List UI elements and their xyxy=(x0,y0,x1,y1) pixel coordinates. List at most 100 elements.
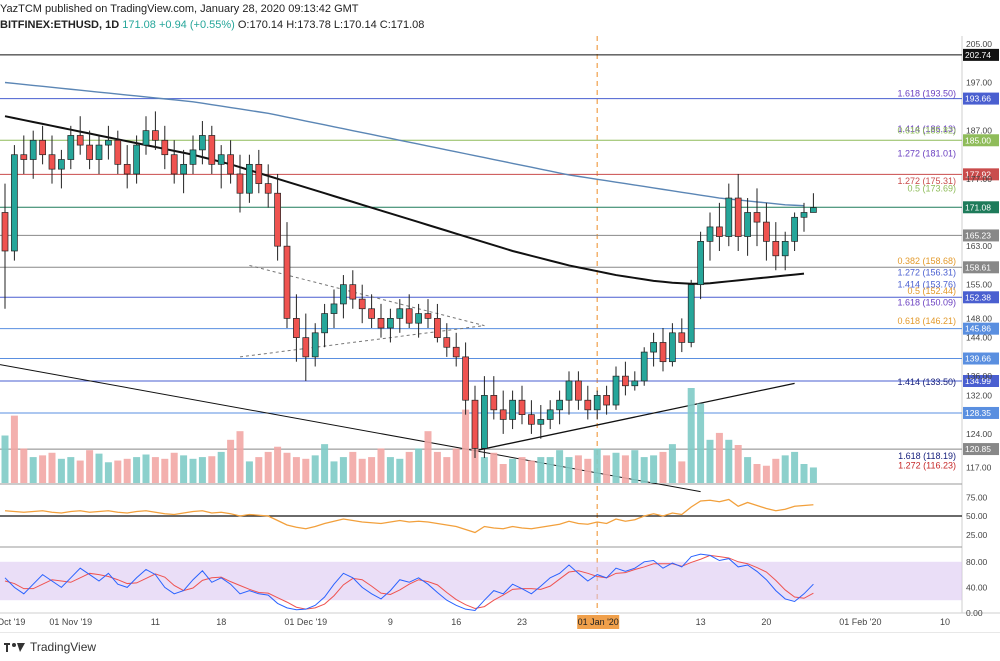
volume-bar-10 xyxy=(95,453,103,483)
time-label-7: 23 xyxy=(517,617,527,627)
stoch-fast-line xyxy=(4,553,814,611)
level-tag-text-9: 139.66 xyxy=(965,354,991,364)
time-label-1: 01 Nov '19 xyxy=(49,617,92,627)
time-label-4: 01 Dec '19 xyxy=(284,617,327,627)
stoch-tick-1: 40.00 xyxy=(966,582,988,592)
volume-bar-22 xyxy=(208,456,216,483)
volume-bar-21 xyxy=(198,457,206,483)
volume-bar-81 xyxy=(762,465,770,483)
candle-body-68 xyxy=(640,351,648,382)
price-tick-2: 187.00 xyxy=(966,126,992,136)
volume-bar-35 xyxy=(330,461,338,483)
level-tag-text-12: 120.85 xyxy=(965,444,991,454)
candle-body-45 xyxy=(424,313,432,319)
volume-bar-29 xyxy=(274,446,282,483)
volume-bar-14 xyxy=(133,457,141,483)
volume-bar-60 xyxy=(565,457,573,483)
symbol-name: BITFINEX:ETHUSD, 1D xyxy=(0,19,120,31)
volume-bar-47 xyxy=(443,457,451,483)
candle-body-58 xyxy=(546,409,554,420)
volume-bar-11 xyxy=(104,462,112,483)
candle-body-75 xyxy=(706,226,714,242)
candle-body-0 xyxy=(1,212,9,252)
volume-bar-77 xyxy=(725,439,733,483)
volume-bar-41 xyxy=(386,457,394,483)
volume-bar-17 xyxy=(161,458,169,483)
level-tag-text-8: 145.86 xyxy=(965,324,991,334)
candle-body-43 xyxy=(405,308,413,324)
fib-label-6: 0.382 (158.68) xyxy=(897,256,956,266)
volume-bar-43 xyxy=(405,451,413,483)
tradingview-logo[interactable]: TradingView xyxy=(4,640,96,654)
symbol-line: BITFINEX:ETHUSD, 1D 171.08 +0.94 (+0.55%… xyxy=(0,19,424,31)
chart-header: YazTCM published on TradingView.com, Jan… xyxy=(0,0,1000,36)
candle-body-36 xyxy=(340,284,347,305)
candle-body-65 xyxy=(612,375,620,406)
level-tag-9 xyxy=(963,352,999,365)
price-tick-3: 177.00 xyxy=(966,174,992,184)
volume-bar-61 xyxy=(574,455,582,483)
ohlc-values: O:170.14 H:173.78 L:170.14 C:171.08 xyxy=(237,19,425,31)
chart-area[interactable]: 202.74 193.66 185.00 177.92 171.08 165.23 158.… xyxy=(0,36,1000,632)
candle-body-4 xyxy=(39,139,46,156)
level-tag-8 xyxy=(963,322,999,335)
level-tag-6 xyxy=(963,261,999,274)
candle-body-9 xyxy=(86,144,93,160)
time-label-0: 01 Oct '19 xyxy=(0,617,25,627)
candle-body-38 xyxy=(358,298,366,310)
level-tag-text-0: 202.74 xyxy=(965,50,991,60)
volume-bar-7 xyxy=(67,457,75,483)
volume-bar-16 xyxy=(151,457,159,483)
volume-bar-13 xyxy=(123,458,131,483)
volume-bar-82 xyxy=(772,458,780,483)
volume-bar-42 xyxy=(396,458,404,483)
candle-body-25 xyxy=(236,173,244,194)
volume-bar-6 xyxy=(57,458,65,483)
volume-bar-85 xyxy=(800,464,808,483)
volume-bar-53 xyxy=(499,464,507,483)
price-tick-1: 197.00 xyxy=(966,78,992,88)
candle-body-8 xyxy=(76,135,84,146)
footer: TradingView xyxy=(0,632,1000,661)
fib-label-8: 1.414 (153.76) xyxy=(897,280,956,290)
candle-body-55 xyxy=(518,399,526,415)
candle-body-54 xyxy=(509,399,516,420)
candle-body-17 xyxy=(161,139,169,156)
volume-bar-34 xyxy=(321,444,329,483)
candle-body-22 xyxy=(208,135,216,165)
candle-body-62 xyxy=(584,399,592,411)
level-tag-text-11: 128.35 xyxy=(965,408,991,418)
volume-bar-68 xyxy=(640,457,648,483)
candle-body-11 xyxy=(105,139,112,146)
candle-body-31 xyxy=(293,318,300,338)
candle-body-41 xyxy=(387,318,394,329)
candle-body-5 xyxy=(48,154,56,170)
price-tick-10: 124.00 xyxy=(966,429,992,439)
candle-body-71 xyxy=(669,332,676,363)
candle-body-74 xyxy=(697,241,704,286)
volume-bar-2 xyxy=(20,448,28,483)
main-pane-bg xyxy=(0,36,962,483)
volume-bar-27 xyxy=(255,457,263,483)
volume-bar-30 xyxy=(283,452,291,483)
candle-body-61 xyxy=(575,380,582,401)
volume-bar-23 xyxy=(217,451,225,483)
volume-bar-58 xyxy=(546,457,554,483)
candle-body-53 xyxy=(499,409,507,420)
volume-bar-44 xyxy=(415,448,423,483)
volume-bar-26 xyxy=(245,461,253,483)
fib-label-9: 0.5 (152.44) xyxy=(907,286,956,296)
candle-body-60 xyxy=(565,380,573,401)
volume-bar-67 xyxy=(631,450,639,483)
volume-bar-59 xyxy=(556,450,564,483)
candle-body-7 xyxy=(67,135,75,160)
volume-bar-56 xyxy=(527,460,535,483)
volume-bar-76 xyxy=(715,432,723,483)
level-tag-7 xyxy=(963,291,999,304)
candle-body-79 xyxy=(744,212,751,237)
level-tag-0 xyxy=(963,48,999,61)
volume-bar-46 xyxy=(433,451,441,483)
candle-body-85 xyxy=(800,212,808,218)
volume-bar-57 xyxy=(537,457,545,483)
time-label-2: 11 xyxy=(151,617,160,627)
